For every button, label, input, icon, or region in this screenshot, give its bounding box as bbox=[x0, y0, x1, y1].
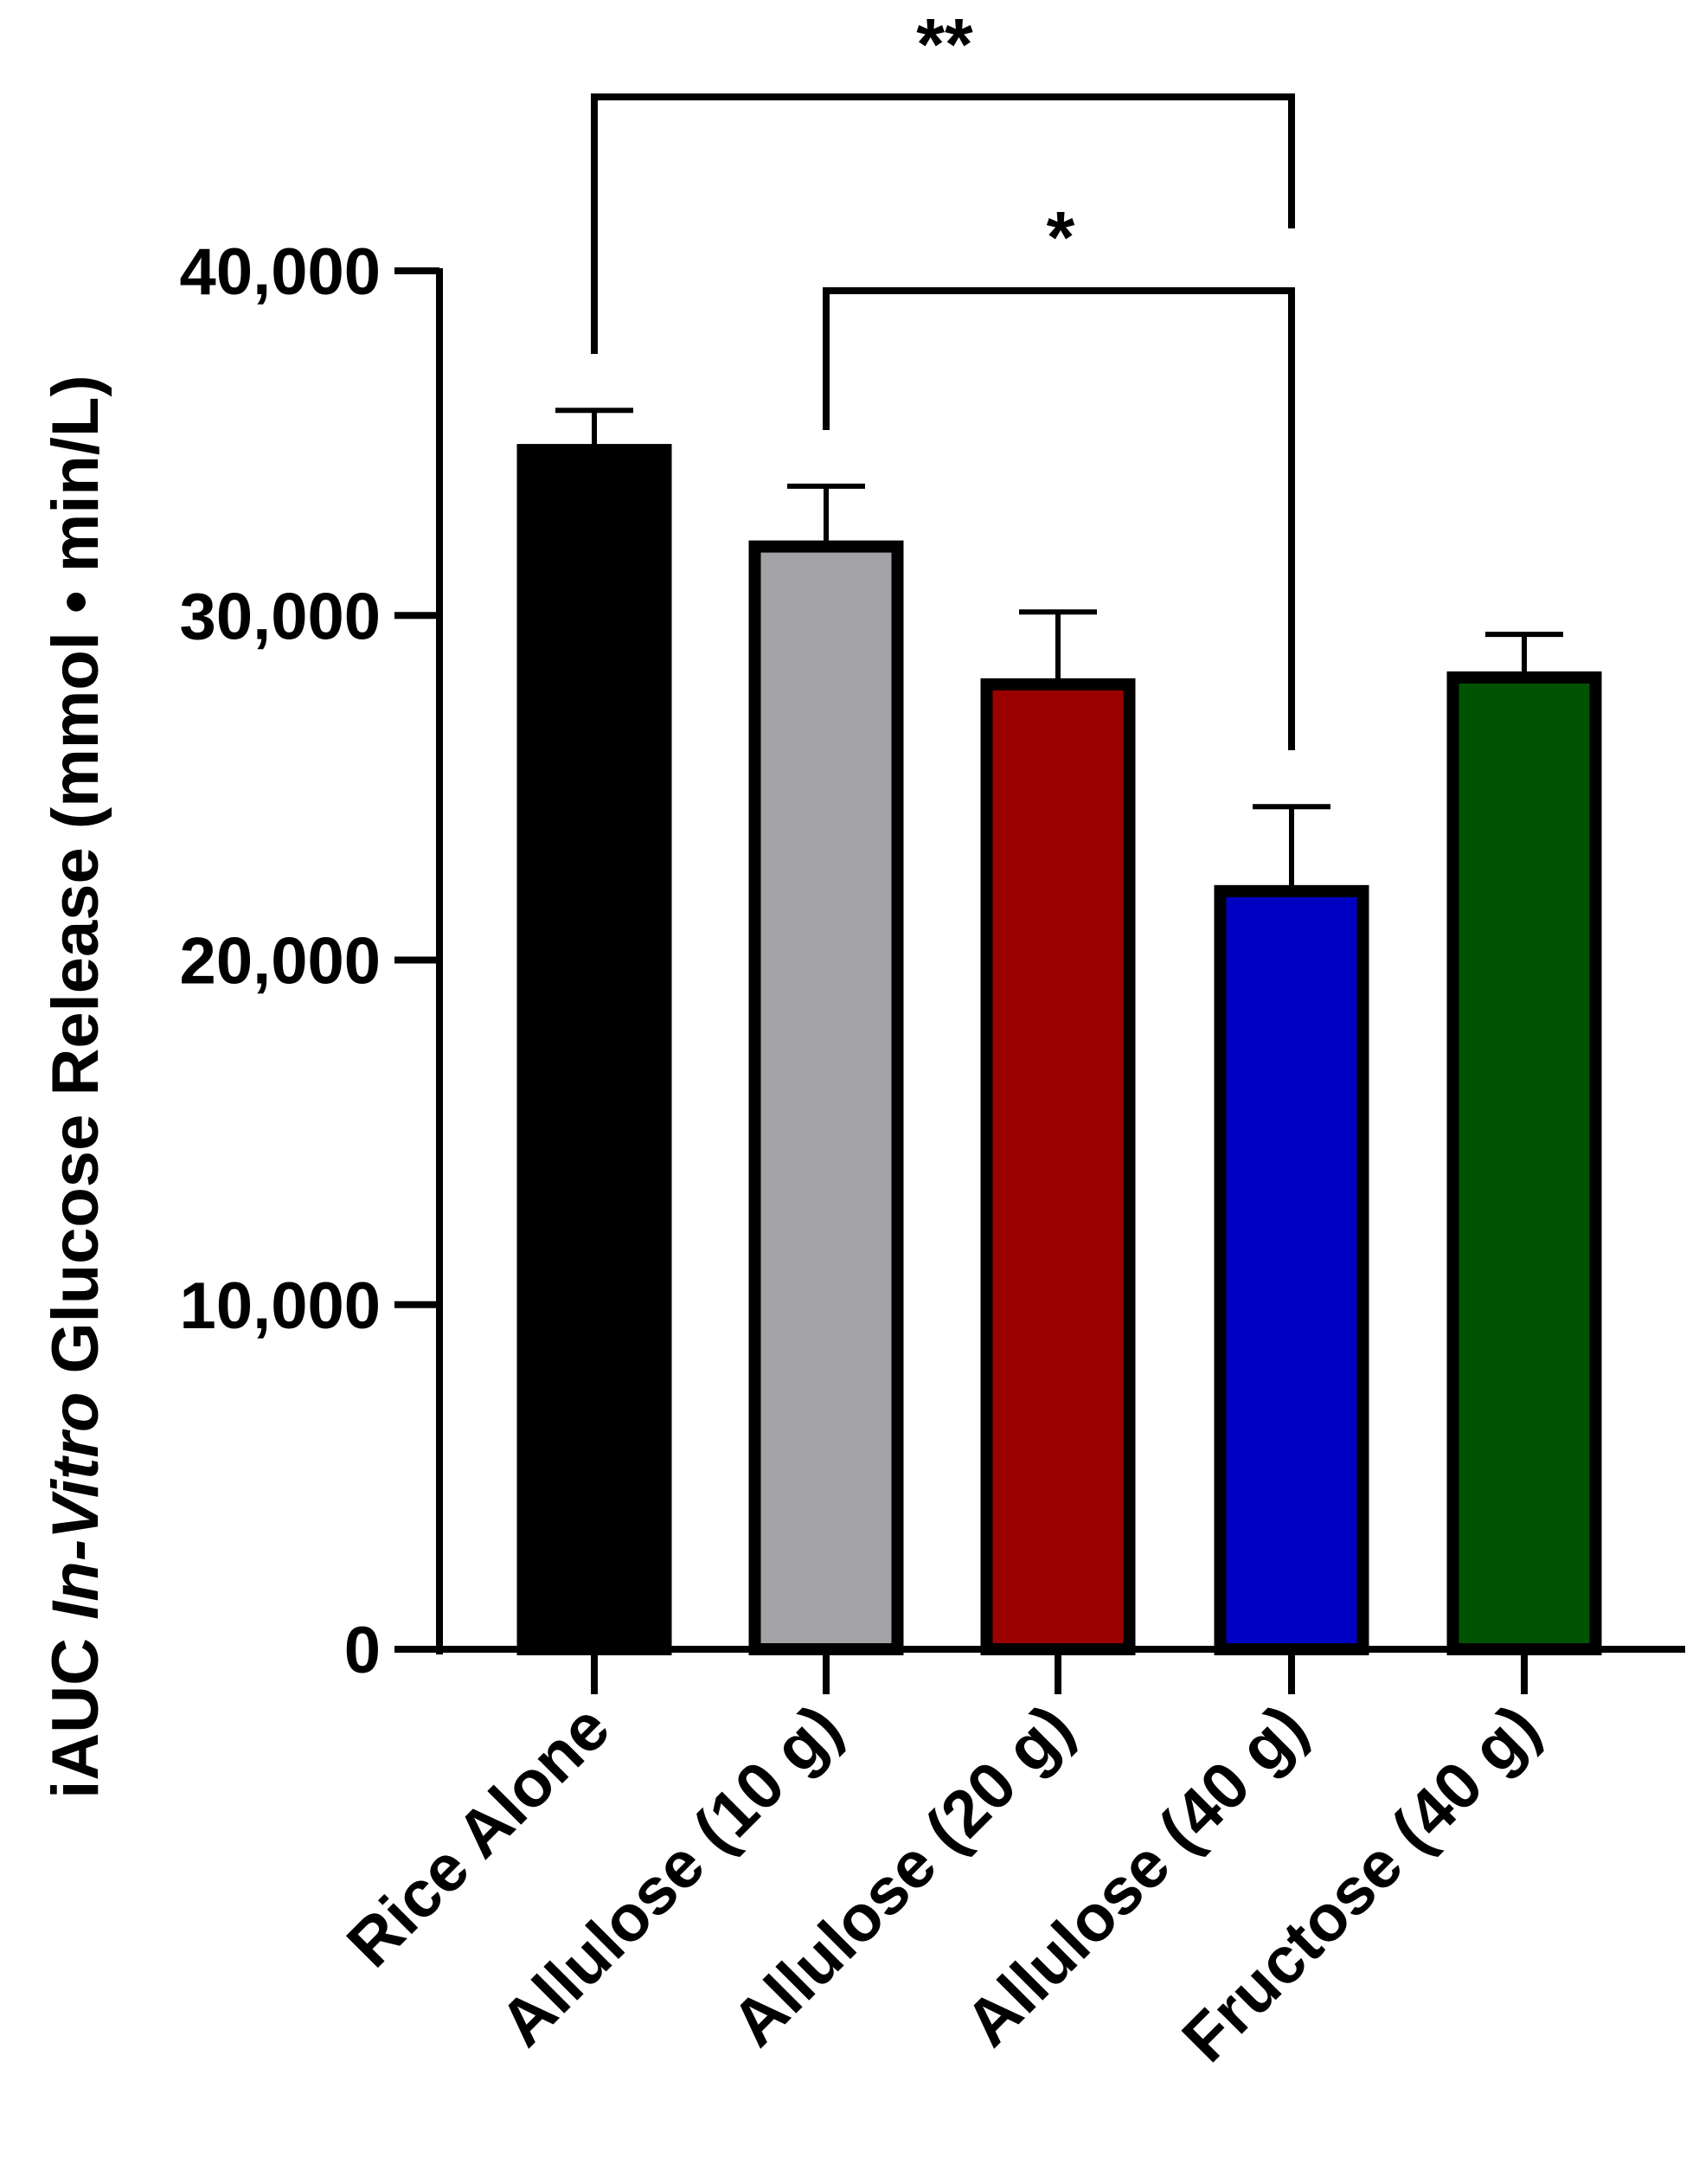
significance-brackets: *** bbox=[591, 3, 1295, 750]
y-tick-label: 20,000 bbox=[180, 925, 381, 999]
y-axis-label-suffix: Glucose Release (mmol • min/L) bbox=[39, 375, 112, 1391]
y-axis-label-prefix: iAUC bbox=[39, 1620, 112, 1799]
significance-bracket bbox=[823, 287, 1295, 750]
bars bbox=[516, 408, 1602, 1656]
significance-bracket bbox=[591, 93, 1295, 354]
bar bbox=[980, 678, 1136, 1655]
bar bbox=[1446, 671, 1602, 1655]
y-tick-label: 40,000 bbox=[180, 235, 381, 309]
y-axis-label-italic: In-Vitro bbox=[39, 1392, 112, 1620]
y-axis-label: iAUC In-Vitro Glucose Release (mmol • mi… bbox=[39, 375, 112, 1798]
bar bbox=[748, 540, 904, 1655]
y-tick-label: 0 bbox=[344, 1614, 381, 1687]
bar bbox=[1214, 884, 1369, 1655]
bar bbox=[516, 444, 672, 1656]
significance-label: ** bbox=[916, 3, 973, 85]
y-tick-label: 30,000 bbox=[180, 580, 381, 653]
significance-label: * bbox=[1047, 196, 1075, 278]
y-axis: 0 10,000 20,000 30,000 40,000 bbox=[180, 235, 443, 1687]
y-tick-label: 10,000 bbox=[180, 1269, 381, 1343]
